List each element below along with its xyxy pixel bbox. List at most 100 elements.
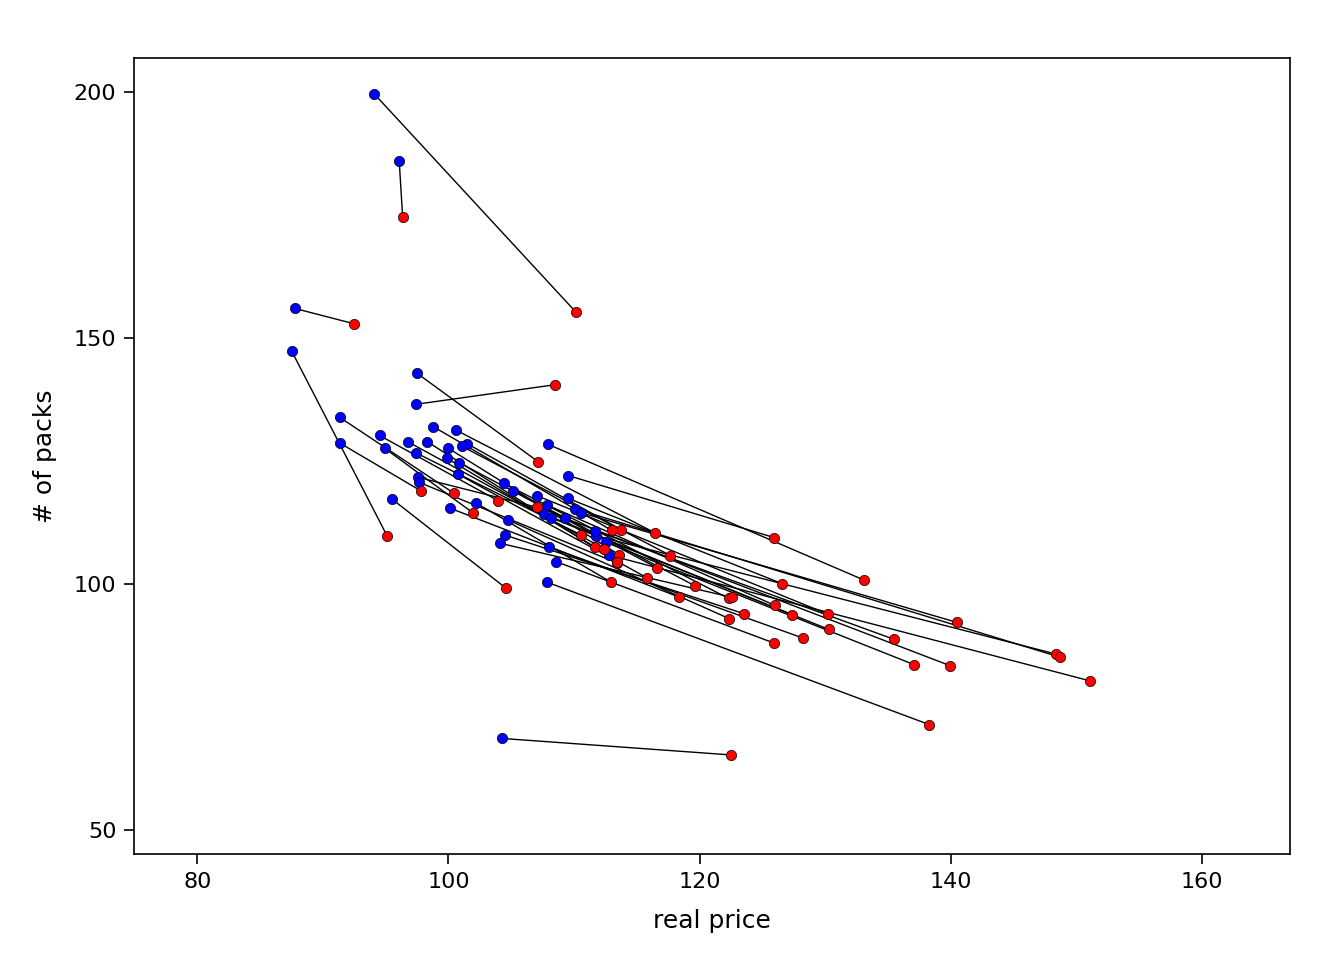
Point: [771, 576, 793, 591]
Point: [818, 622, 840, 637]
Point: [558, 468, 579, 483]
Point: [532, 506, 554, 521]
Point: [606, 554, 628, 569]
Point: [438, 441, 460, 456]
Point: [720, 589, 742, 605]
Point: [407, 366, 429, 381]
Point: [396, 434, 418, 449]
Point: [645, 525, 667, 540]
Point: [392, 209, 414, 225]
Point: [376, 528, 398, 543]
Point: [405, 445, 426, 461]
Point: [544, 377, 566, 393]
Point: [448, 467, 469, 482]
Point: [445, 422, 466, 438]
Point: [495, 527, 516, 542]
Point: [493, 475, 515, 491]
Point: [792, 631, 813, 646]
Point: [1048, 649, 1070, 664]
Point: [388, 154, 410, 169]
Point: [556, 491, 578, 506]
Point: [571, 505, 593, 520]
Point: [554, 511, 575, 526]
Point: [636, 570, 657, 586]
Point: [539, 540, 560, 555]
Point: [382, 492, 403, 507]
Point: [538, 437, 559, 452]
Point: [669, 589, 691, 605]
Point: [407, 469, 429, 485]
Point: [492, 731, 513, 746]
Point: [853, 572, 875, 588]
Point: [374, 441, 395, 456]
Point: [456, 436, 477, 451]
Point: [488, 493, 509, 509]
Point: [526, 488, 547, 503]
Point: [903, 657, 925, 672]
Point: [718, 590, 739, 606]
Point: [765, 598, 786, 613]
Point: [609, 547, 630, 563]
Point: [598, 547, 620, 563]
Point: [782, 607, 804, 622]
Point: [527, 499, 548, 515]
Point: [660, 548, 681, 564]
Point: [495, 580, 516, 595]
Point: [405, 396, 426, 412]
Point: [444, 486, 465, 501]
Point: [285, 300, 306, 316]
Point: [527, 454, 548, 469]
Point: [586, 528, 607, 543]
Point: [564, 501, 586, 516]
Point: [546, 554, 567, 569]
Point: [718, 611, 739, 626]
Y-axis label: # of packs: # of packs: [34, 389, 56, 523]
Point: [449, 455, 470, 470]
Point: [610, 522, 632, 538]
Point: [601, 575, 622, 590]
Point: [601, 523, 622, 539]
Point: [281, 344, 302, 359]
Point: [594, 541, 616, 557]
Point: [536, 574, 558, 589]
Point: [452, 439, 473, 454]
Point: [364, 86, 386, 102]
Point: [1046, 646, 1067, 661]
Point: [536, 497, 558, 513]
Point: [343, 316, 364, 331]
Point: [503, 483, 524, 498]
Point: [763, 636, 785, 651]
Point: [585, 523, 606, 539]
Point: [763, 530, 785, 545]
Point: [939, 659, 961, 674]
Point: [595, 535, 617, 550]
Point: [606, 555, 628, 570]
Point: [645, 560, 667, 575]
Point: [540, 510, 562, 525]
Point: [946, 614, 968, 630]
Point: [720, 747, 742, 762]
Point: [437, 450, 458, 466]
Point: [422, 419, 444, 434]
Point: [817, 607, 839, 622]
Point: [570, 527, 591, 542]
Point: [409, 474, 430, 490]
Point: [417, 434, 438, 449]
Point: [1079, 673, 1101, 688]
Point: [329, 436, 351, 451]
X-axis label: real price: real price: [653, 909, 771, 933]
Point: [465, 495, 487, 511]
Point: [368, 428, 390, 444]
Point: [329, 410, 351, 425]
Point: [410, 483, 431, 498]
Point: [684, 578, 706, 593]
Point: [462, 505, 484, 520]
Point: [585, 540, 606, 555]
Point: [497, 513, 519, 528]
Point: [439, 500, 461, 516]
Point: [918, 717, 939, 732]
Point: [883, 632, 905, 647]
Point: [564, 304, 586, 320]
Point: [489, 536, 511, 551]
Point: [734, 606, 755, 621]
